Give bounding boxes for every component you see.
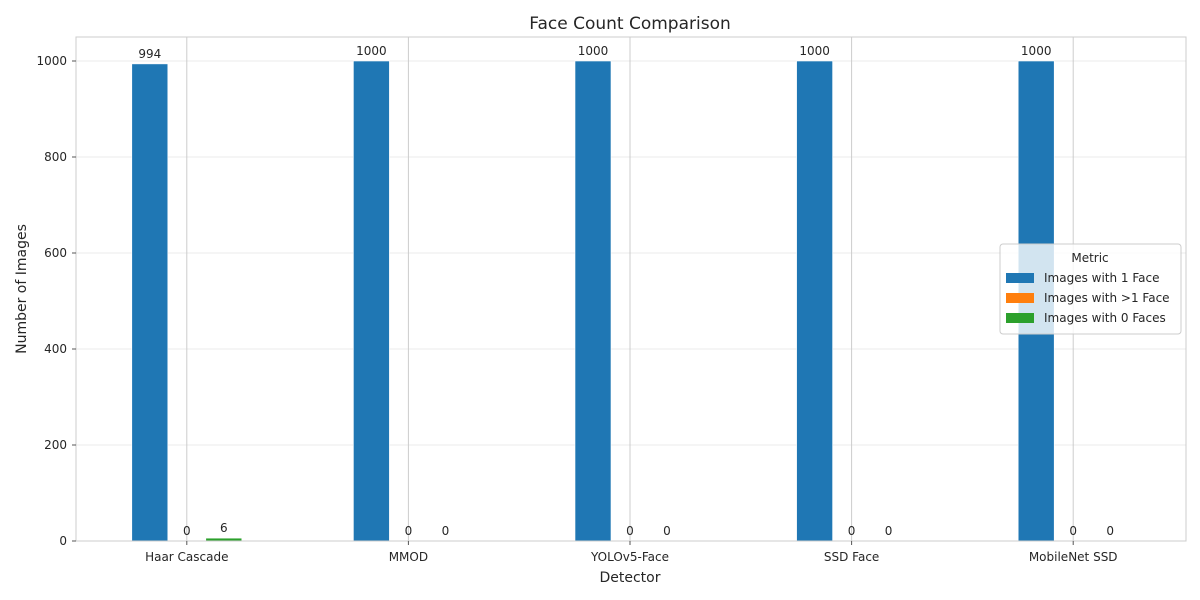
bar	[353, 60, 390, 542]
bar-value-label: 0	[1069, 524, 1077, 538]
y-tick-label: 600	[44, 246, 67, 260]
x-tick-label: MobileNet SSD	[1029, 550, 1118, 564]
bar	[796, 60, 833, 542]
bar-value-label: 1000	[578, 44, 609, 58]
value-labels-layer: 994 1000 1000 1000 1000 0 0 0 0 0 6 0 0 0 0	[138, 44, 1114, 538]
bar	[574, 60, 612, 542]
y-axis-label: Number of Images	[14, 224, 30, 354]
bar-value-label: 6	[220, 521, 228, 535]
legend-swatch	[1006, 293, 1034, 303]
x-tick-label: YOLOv5-Face	[590, 550, 669, 564]
legend-entry-label: Images with 0 Faces	[1044, 311, 1166, 325]
legend-entry-label: Images with >1 Face	[1044, 291, 1170, 305]
bar-value-label: 0	[442, 524, 450, 538]
legend-title: Metric	[1071, 251, 1108, 265]
legend-entries: Images with 1 Face Images with >1 Face Ima…	[1006, 271, 1170, 325]
chart-title: Face Count Comparison	[529, 14, 731, 34]
bar	[131, 63, 169, 542]
bar-value-label: 0	[848, 524, 856, 538]
y-tick-label: 800	[44, 150, 67, 164]
x-tick-label: SSD Face	[824, 550, 879, 564]
bar-value-label: 0	[405, 524, 413, 538]
legend-swatch	[1006, 313, 1034, 323]
x-tick-label: MMOD	[389, 550, 428, 564]
legend-swatch	[1006, 273, 1034, 283]
bar-value-label: 0	[183, 524, 191, 538]
y-tick-label: 1000	[36, 54, 67, 68]
bars-layer	[131, 60, 1055, 542]
legend-entry-label: Images with 1 Face	[1044, 271, 1160, 285]
bar-value-label: 0	[885, 524, 893, 538]
plot-frame	[75, 36, 1187, 542]
x-axis-label: Detector	[599, 570, 660, 586]
y-tick-label: 0	[59, 534, 67, 548]
x-axis-ticks: Haar Cascade MMOD YOLOv5-Face SSD Face Mobil…	[145, 541, 1118, 564]
bar-value-label: 1000	[799, 44, 830, 58]
y-tick-label: 200	[44, 438, 67, 452]
y-axis-ticks: 0 200 400 600 800 1000	[36, 54, 76, 548]
bar-value-label: 1000	[356, 44, 387, 58]
bar-value-label: 0	[663, 524, 671, 538]
y-tick-label: 400	[44, 342, 67, 356]
bar-value-label: 994	[138, 47, 161, 61]
legend: Metric Images with 1 Face Images with >1 …	[999, 243, 1182, 335]
bar-value-label: 0	[1106, 524, 1114, 538]
bar-value-label: 0	[626, 524, 634, 538]
legend-box	[999, 243, 1182, 335]
x-tick-label: Haar Cascade	[145, 550, 228, 564]
bar-value-label: 1000	[1021, 44, 1052, 58]
